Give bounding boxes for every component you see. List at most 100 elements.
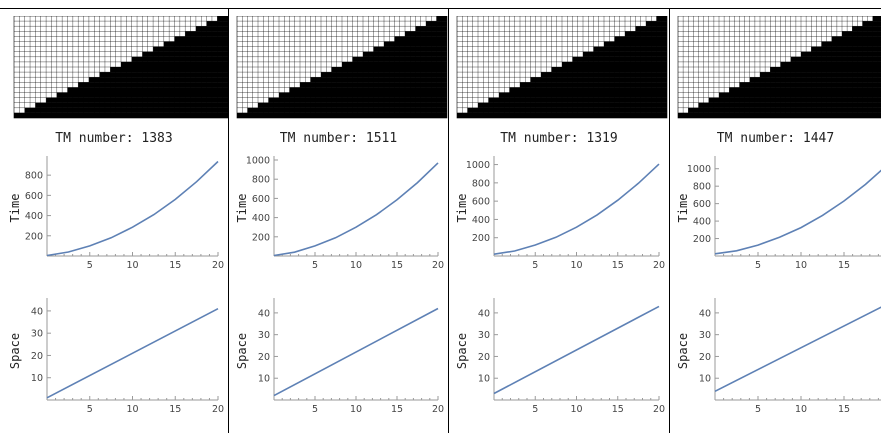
x-tick-label: 15 xyxy=(838,404,850,415)
y-axis-label: Time xyxy=(235,194,249,223)
time-plot: 5 10 15 20 200 400 600 800 1000 Time xyxy=(455,156,665,271)
y-tick-label: 600 xyxy=(693,199,711,210)
y-tick-label: 40 xyxy=(31,306,43,317)
y-tick-label: 30 xyxy=(699,330,711,341)
y-tick-label: 800 xyxy=(472,178,490,189)
y-tick-label: 600 xyxy=(472,197,490,208)
y-tick-label: 1000 xyxy=(466,160,490,171)
black-cell-run xyxy=(872,16,881,22)
black-cell-run xyxy=(749,77,881,83)
x-tick-label: 15 xyxy=(838,260,850,271)
black-cell-run xyxy=(842,31,881,37)
x-tick-label: 15 xyxy=(169,404,181,415)
y-tick-label: 10 xyxy=(478,374,490,385)
data-series-line xyxy=(714,169,881,255)
y-tick-label: 30 xyxy=(31,329,43,340)
black-cell-run xyxy=(708,97,881,103)
y-tick-label: 40 xyxy=(478,308,490,319)
black-cell-run xyxy=(821,41,881,47)
y-tick-label: 400 xyxy=(25,211,43,222)
data-series-line xyxy=(493,305,660,395)
x-tick-label: 5 xyxy=(532,260,538,271)
black-cell-run xyxy=(801,51,881,57)
y-tick-label: 20 xyxy=(699,352,711,363)
y-tick-label: 600 xyxy=(25,191,43,202)
tm-number-label: TM number: 1511 xyxy=(279,131,398,146)
y-tick-label: 400 xyxy=(472,215,490,226)
y-tick-label: 20 xyxy=(258,352,270,363)
y-axis-label: Space xyxy=(8,333,22,369)
x-tick-label: 5 xyxy=(87,260,93,271)
y-tick-label: 1000 xyxy=(246,156,270,167)
y-axis-label: Space xyxy=(676,333,690,369)
data-series-line xyxy=(46,160,219,257)
cellular-automaton-grid xyxy=(456,16,668,119)
x-tick-label: 5 xyxy=(532,404,538,415)
y-tick-label: 40 xyxy=(258,308,270,319)
x-tick-label: 10 xyxy=(795,260,807,271)
black-cell-run xyxy=(811,46,881,52)
y-tick-label: 400 xyxy=(693,217,711,228)
x-tick-label: 10 xyxy=(570,260,582,271)
x-tick-label: 15 xyxy=(391,260,403,271)
y-tick-label: 400 xyxy=(252,213,270,224)
x-tick-label: 15 xyxy=(612,260,624,271)
x-tick-label: 20 xyxy=(212,260,224,271)
y-axis-label: Time xyxy=(8,194,22,223)
time-plot: 5 10 15 20 200 400 600 800 Time xyxy=(8,156,224,271)
y-axis-label: Time xyxy=(455,194,469,223)
y-tick-label: 600 xyxy=(252,194,270,205)
tm-number-label: TM number: 1319 xyxy=(500,131,618,146)
tm-panel: TM number: 1447 5 10 15 20 200 400 600 800 1000 T… xyxy=(670,8,881,433)
data-series-line xyxy=(273,162,439,257)
x-tick-label: 15 xyxy=(612,404,624,415)
x-tick-label: 20 xyxy=(432,260,444,271)
y-tick-label: 10 xyxy=(699,374,711,385)
y-tick-label: 800 xyxy=(252,175,270,186)
y-axis-label: Space xyxy=(455,333,469,369)
y-tick-label: 30 xyxy=(478,330,490,341)
y-tick-label: 20 xyxy=(31,351,43,362)
data-series-line xyxy=(46,307,219,399)
cellular-automaton-grid xyxy=(13,16,228,119)
x-tick-label: 15 xyxy=(391,404,403,415)
y-tick-label: 40 xyxy=(699,308,711,319)
x-tick-label: 5 xyxy=(312,404,318,415)
x-tick-label: 10 xyxy=(126,260,138,271)
data-series-line xyxy=(273,307,439,397)
y-axis-label: Space xyxy=(235,333,249,369)
black-cell-run xyxy=(729,87,881,93)
x-tick-label: 10 xyxy=(350,260,362,271)
x-tick-label: 15 xyxy=(169,260,181,271)
y-tick-label: 800 xyxy=(25,171,43,182)
black-cell-run xyxy=(719,92,881,98)
x-tick-label: 20 xyxy=(432,404,444,415)
data-series-line xyxy=(714,306,881,393)
tm-panel: TM number: 1319 5 10 15 20 200 400 600 800 1000 T… xyxy=(449,8,669,433)
column-divider xyxy=(669,8,670,433)
black-cell-run xyxy=(698,102,881,108)
x-tick-label: 5 xyxy=(87,404,93,415)
y-tick-label: 200 xyxy=(472,233,490,244)
cellular-automaton-grid xyxy=(677,16,881,119)
x-tick-label: 10 xyxy=(126,404,138,415)
x-tick-label: 20 xyxy=(653,260,665,271)
x-tick-label: 20 xyxy=(212,404,224,415)
black-cell-run xyxy=(852,26,881,32)
y-tick-label: 1000 xyxy=(687,164,711,175)
tm-panel: TM number: 1383 5 10 15 20 200 400 600 800 Time … xyxy=(0,8,228,433)
black-cell-run xyxy=(790,56,881,62)
x-tick-label: 5 xyxy=(755,260,761,271)
y-tick-label: 20 xyxy=(478,352,490,363)
y-tick-label: 30 xyxy=(258,330,270,341)
black-cell-run xyxy=(678,112,881,118)
column-divider xyxy=(448,8,449,433)
black-cell-run xyxy=(862,21,881,27)
black-cell-run xyxy=(831,36,881,42)
